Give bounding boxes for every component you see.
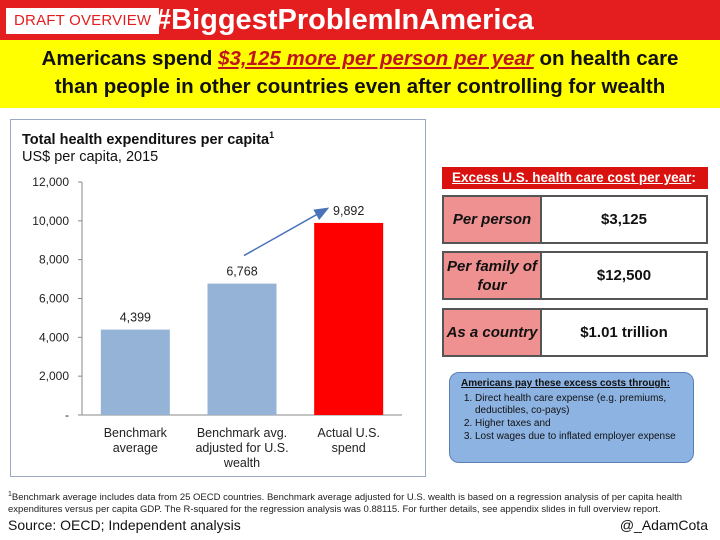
chart-title-footnote-marker: 1 [269, 130, 275, 140]
header-bar: DRAFT OVERVIEW #BiggestProblemInAmerica [0, 0, 720, 40]
source-line: Source: OECD; Independent analysis [8, 517, 241, 533]
callout-item: Direct health care expense (e.g. premium… [475, 393, 685, 417]
excess-row-value: $1.01 trillion [580, 324, 668, 341]
headline-part-2: on health care [533, 47, 679, 70]
bar-3 [314, 222, 384, 415]
excess-cost-heading-text: Excess U.S. health care cost per year [452, 170, 692, 185]
headline-line-1: Americans spend $3,125 more per person p… [0, 45, 720, 73]
excess-row-value: $12,500 [596, 267, 652, 284]
bar-2 [207, 283, 277, 415]
excess-row-value: $3,125 [601, 211, 647, 228]
bar-1 [100, 329, 170, 415]
callout-list: Direct health care expense (e.g. premium… [458, 393, 685, 443]
chart-subtitle: US$ per capita, 2015 [22, 149, 159, 165]
y-tick-label: 4,000 [39, 330, 69, 344]
draft-badge: DRAFT OVERVIEW [6, 8, 160, 34]
excess-row-label: As a country [444, 310, 542, 355]
excess-cost-heading-colon: : [691, 170, 696, 185]
headline-line-2: than people in other countries even afte… [54, 75, 666, 98]
excess-row-label: Per person [444, 197, 542, 242]
bar-value-label: 4,399 [120, 311, 151, 325]
callout-item: Lost wages due to inflated employer expe… [475, 431, 685, 443]
x-category-label: Benchmark avg. adjusted for U.S. wealth [195, 426, 289, 470]
headline-part-1: Americans spend [41, 47, 219, 70]
bar-value-label: 9,892 [333, 204, 364, 218]
x-category-label: Actual U.S. spend [317, 426, 380, 455]
callout-item: Higher taxes and [475, 418, 685, 430]
excess-row-label: Per family of four [444, 253, 542, 298]
author-handle: @_AdamCota [619, 517, 708, 533]
excess-cost-heading: Excess U.S. health care cost per year: [442, 167, 708, 189]
x-category-label: Benchmark average [103, 426, 167, 455]
chart-title-text: Total health expenditures per capita [22, 131, 270, 148]
y-tick-label: 8,000 [39, 253, 69, 267]
y-tick-label: 6,000 [39, 292, 69, 306]
excess-row-per-family: Per family of four $12,500 [442, 251, 708, 300]
headline-banner: Americans spend $3,125 more per person p… [0, 40, 720, 108]
y-tick-label: 12,000 [32, 175, 69, 189]
chart-title: Total health expenditures per capita1 [22, 130, 274, 148]
y-tick-label: - [65, 408, 69, 422]
footnote: 1Benchmark average includes data from 25… [8, 489, 714, 516]
excess-row-country: As a country $1.01 trillion [442, 308, 708, 357]
headline-emphasis: $3,125 more per person per year [218, 47, 534, 70]
footnote-marker: 1 [8, 491, 12, 498]
cost-channels-callout: Americans pay these excess costs through… [449, 372, 694, 463]
y-tick-label: 2,000 [39, 369, 69, 383]
hashtag-title: #BiggestProblemInAmerica [155, 4, 534, 36]
callout-heading: Americans pay these excess costs through… [461, 378, 670, 389]
trend-arrow [243, 207, 330, 257]
y-tick-label: 10,000 [32, 214, 69, 228]
excess-row-per-person: Per person $3,125 [442, 195, 708, 244]
bar-value-label: 6,768 [226, 265, 257, 279]
footnote-text: Benchmark average includes data from 25 … [8, 492, 683, 516]
